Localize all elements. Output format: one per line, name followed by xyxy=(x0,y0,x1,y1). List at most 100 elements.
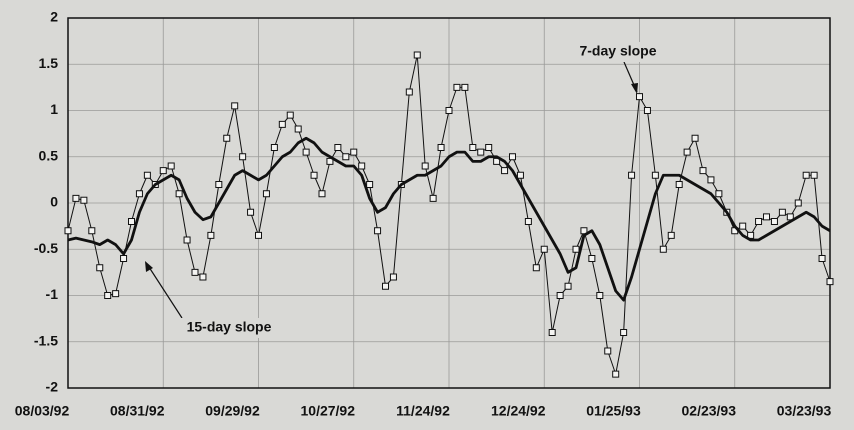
data-point xyxy=(580,227,588,235)
data-point xyxy=(707,176,715,184)
data-point xyxy=(699,167,707,175)
x-tick-label: 10/27/92 xyxy=(301,403,356,419)
data-point xyxy=(382,282,389,290)
data-point xyxy=(620,329,628,336)
data-point xyxy=(366,181,374,188)
data-point xyxy=(818,255,826,262)
data-point xyxy=(294,125,302,133)
data-point xyxy=(143,171,151,179)
data-point xyxy=(405,88,413,96)
data-point xyxy=(572,245,580,253)
data-point xyxy=(80,196,88,204)
plot-frame xyxy=(67,17,831,389)
data-point xyxy=(350,148,358,156)
data-point xyxy=(112,290,120,298)
y-tick-label: 1 xyxy=(50,101,58,117)
data-point xyxy=(747,231,755,239)
data-point xyxy=(128,218,135,225)
data-point xyxy=(96,264,104,272)
data-point xyxy=(334,144,342,151)
data-point xyxy=(72,194,80,202)
y-tick-label: 2 xyxy=(50,9,58,25)
data-point xyxy=(262,190,270,198)
data-point xyxy=(643,107,651,114)
data-point xyxy=(485,144,493,151)
data-point xyxy=(469,144,477,151)
data-point xyxy=(778,208,786,216)
data-point xyxy=(302,148,310,156)
data-point xyxy=(445,107,453,114)
data-point xyxy=(628,171,636,179)
data-point xyxy=(556,292,564,299)
data-point xyxy=(429,194,437,202)
data-point xyxy=(135,190,143,198)
annotation-bg xyxy=(572,42,664,62)
data-point xyxy=(413,51,421,59)
data-point xyxy=(675,181,683,188)
x-tick-label: 11/24/92 xyxy=(396,403,450,419)
data-point xyxy=(612,370,620,378)
y-tick-label: 0.5 xyxy=(39,147,59,163)
data-point xyxy=(691,134,699,142)
data-point xyxy=(540,245,548,253)
data-point xyxy=(223,134,231,142)
data-point xyxy=(326,157,334,165)
data-point xyxy=(794,199,802,207)
data-point xyxy=(461,83,469,91)
data-point xyxy=(739,222,747,230)
data-point xyxy=(64,227,72,235)
data-point xyxy=(651,171,659,179)
data-point xyxy=(564,282,572,290)
y-tick-label: 1.5 xyxy=(39,55,59,71)
data-point xyxy=(421,162,429,170)
data-point xyxy=(278,120,286,128)
y-tick-label: -1.5 xyxy=(34,332,58,348)
data-point xyxy=(183,236,191,244)
data-point xyxy=(239,153,247,161)
data-point xyxy=(524,218,532,225)
data-point xyxy=(199,273,207,281)
data-point xyxy=(667,231,675,239)
data-point xyxy=(810,171,818,179)
data-point xyxy=(207,231,215,239)
x-tick-label: 12/24/92 xyxy=(491,403,546,419)
data-point xyxy=(659,245,667,253)
x-tick-label: 08/03/92 xyxy=(15,403,70,419)
data-point xyxy=(604,347,612,355)
data-point xyxy=(501,167,509,175)
data-point xyxy=(802,171,810,179)
data-point xyxy=(389,273,397,281)
data-point xyxy=(310,171,318,179)
data-point xyxy=(437,144,445,151)
annotation: 15-day slope xyxy=(187,319,272,335)
data-point xyxy=(770,218,778,225)
x-tick-label: 03/23/93 xyxy=(777,403,832,419)
data-point xyxy=(318,190,326,198)
data-point xyxy=(509,153,516,161)
data-point xyxy=(588,255,596,262)
data-point xyxy=(104,292,112,299)
data-point xyxy=(358,162,366,170)
data-point xyxy=(342,153,350,161)
data-point xyxy=(175,190,183,198)
data-point xyxy=(247,208,255,216)
data-point xyxy=(120,255,128,262)
data-point xyxy=(755,218,763,225)
annotation-arrow xyxy=(146,263,183,319)
x-tick-label: 02/23/93 xyxy=(682,403,737,419)
x-tick-label: 08/31/92 xyxy=(110,403,165,419)
data-point xyxy=(270,144,278,151)
data-point xyxy=(477,148,485,156)
data-point xyxy=(159,167,167,175)
x-tick-label: 09/29/92 xyxy=(205,403,260,419)
data-point xyxy=(215,181,223,188)
data-point xyxy=(683,148,691,156)
annotation-bg xyxy=(180,318,278,338)
annotation-arrowhead xyxy=(631,83,638,94)
data-point xyxy=(255,231,262,239)
y-tick-label: -2 xyxy=(46,379,59,395)
x-tick-label: 01/25/93 xyxy=(586,403,641,419)
annotation: 7-day slope xyxy=(579,43,656,59)
